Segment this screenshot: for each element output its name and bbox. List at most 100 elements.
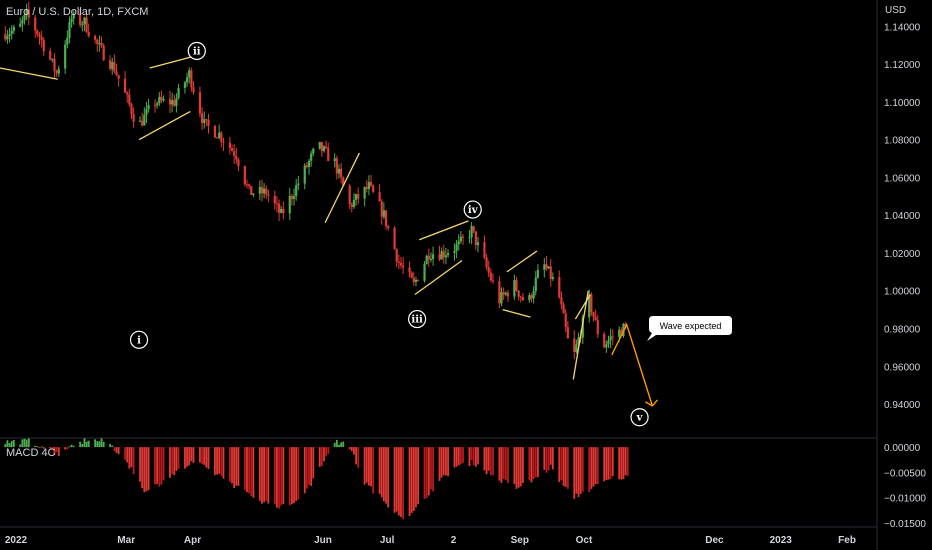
candles (4, 1, 627, 360)
macd-bar (611, 447, 614, 477)
candle-body (295, 185, 298, 197)
candle-body (215, 137, 219, 139)
macd-bar (498, 447, 501, 481)
macd-bar (117, 447, 120, 455)
candle-body (141, 120, 144, 126)
candle-body (87, 32, 90, 36)
candle-body (551, 277, 554, 279)
candle-body (440, 251, 443, 260)
macd-bar (83, 438, 86, 448)
macd-bar (27, 438, 30, 448)
macd-bar (143, 447, 146, 493)
macd-bar (21, 439, 24, 448)
candle-body (342, 177, 345, 186)
macd-bar (564, 447, 567, 487)
wave-label-iii: iii (408, 309, 427, 329)
candle-body (399, 262, 403, 266)
macd-bar (579, 447, 582, 494)
macd-bar (342, 441, 345, 448)
macd-bar (94, 439, 97, 448)
candle-body (603, 334, 606, 348)
grid-lines (0, 0, 878, 550)
candle-body (96, 39, 99, 45)
candle-body (446, 253, 450, 256)
candle-body (352, 199, 356, 207)
candle-body (68, 21, 71, 39)
candle-body (472, 226, 475, 232)
price-axis[interactable]: 1.14000 1.12000 1.10000 1.08000 1.06000 1.040… (884, 22, 921, 411)
macd-bar (338, 444, 340, 448)
candle-body (207, 119, 210, 126)
candle-body (205, 119, 208, 121)
macd-bar (87, 440, 90, 448)
candle-body (491, 280, 495, 282)
macd-bar (333, 442, 336, 448)
macd-bar (549, 447, 552, 465)
macd-bar (34, 445, 37, 448)
candle-body (190, 70, 193, 88)
candle-body (108, 60, 112, 69)
macd-bar (192, 447, 195, 463)
candle-body (111, 61, 114, 69)
macd-bar (560, 447, 563, 481)
macd-bar (622, 447, 625, 480)
macd-bar (36, 446, 39, 448)
price-tick-label: 1.08000 (884, 136, 921, 147)
candle-body (521, 297, 525, 301)
candle-body (530, 295, 533, 299)
macd-bar (288, 447, 291, 506)
macd-bar (263, 447, 265, 503)
candle-body (177, 87, 180, 98)
candle-body (25, 9, 28, 15)
macd-bar (447, 447, 449, 477)
candle-body (549, 266, 552, 279)
wedge-line (414, 260, 463, 296)
candle-body (577, 337, 580, 345)
macd-bar (603, 447, 606, 482)
candle-body (36, 30, 39, 35)
macd-bar (327, 447, 330, 454)
candle-body (489, 272, 492, 281)
macd-bar (79, 441, 82, 448)
macd-bar (340, 442, 343, 448)
macd-bar (372, 447, 375, 494)
macd-bar (171, 447, 174, 474)
candle-body (318, 141, 321, 149)
macd-bar (457, 447, 460, 466)
macd-bar (455, 447, 458, 467)
candle-body (218, 132, 221, 138)
candle-body (532, 291, 535, 299)
macd-bar (547, 447, 550, 471)
price-tick-label: 0.98000 (884, 325, 921, 336)
price-tick-label: 1.06000 (884, 173, 921, 184)
candle-body (273, 195, 276, 204)
candle-body (312, 148, 315, 154)
candle-body (280, 208, 283, 213)
candle-body (6, 36, 9, 40)
macd-bar (252, 447, 255, 498)
wave-text: iii (411, 315, 423, 326)
candle-body (474, 231, 477, 246)
price-tick-label: 1.02000 (884, 249, 921, 260)
macd-bar (250, 447, 253, 497)
candle-body (412, 277, 415, 283)
macd-bar (23, 438, 26, 448)
candle-body (378, 192, 381, 202)
macd-bar (581, 447, 584, 492)
macd-bar (203, 447, 206, 465)
macd-bar (96, 441, 99, 448)
time-tick-label: Dec (705, 535, 724, 546)
time-tick-label: Feb (838, 535, 856, 546)
macd-bar (320, 447, 323, 466)
candle-body (410, 272, 413, 278)
macd-bar (156, 447, 159, 484)
macd-bar (12, 440, 15, 448)
macd-bar (111, 445, 114, 448)
macd-bar (605, 447, 608, 481)
macd-bar (81, 443, 84, 448)
candle-body (485, 257, 488, 267)
candle-body (340, 168, 343, 178)
candle-body (592, 312, 595, 317)
time-axis[interactable]: 2022 Mar Apr Jun Jul 2 Sep Oct Dec 2023 Feb (5, 535, 856, 546)
